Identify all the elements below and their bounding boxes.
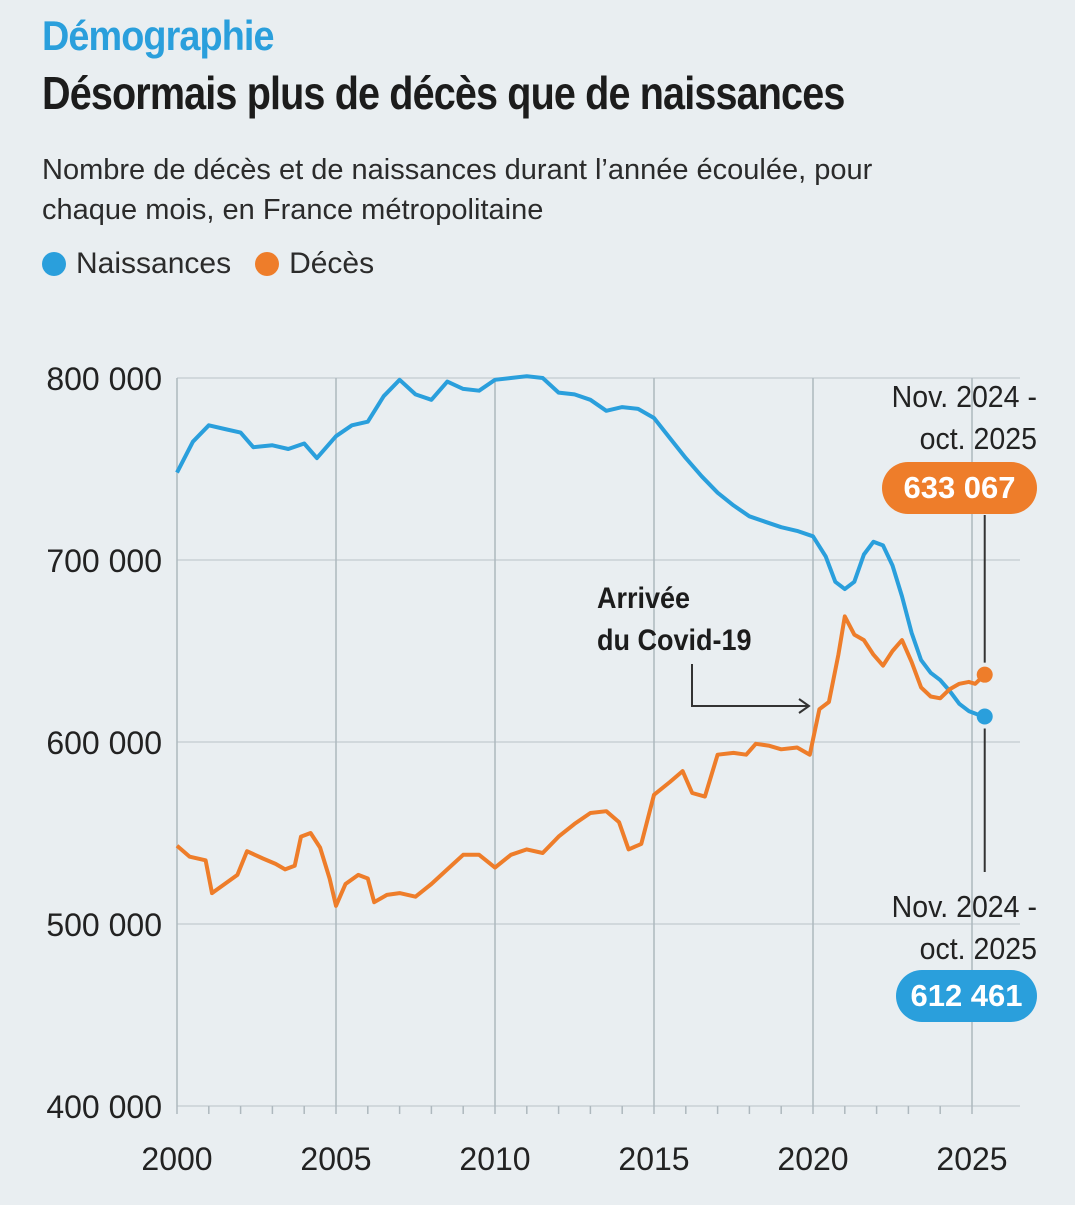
legend-dot-deces — [255, 252, 280, 276]
covid-annotation-arrow — [691, 664, 809, 707]
covid-annotation-arrowhead — [798, 698, 811, 714]
x-tick-label: 2020 — [777, 1141, 848, 1177]
covid-annotation: Arrivée du Covid-19 — [597, 578, 752, 662]
legend-dot-naissances — [42, 252, 66, 276]
legend-label-deces: Décès — [289, 247, 375, 280]
series-line-dcs — [175, 614, 987, 908]
x-tick-label: 2005 — [300, 1141, 371, 1177]
chart-title: Désormais plus de décès que de naissance… — [42, 67, 845, 119]
y-tick-label: 500 000 — [46, 907, 162, 943]
covid-annotation-line2: du Covid-19 — [597, 624, 752, 657]
legend-item-naissances: Naissances — [42, 247, 231, 281]
series-end-dot-naissances — [976, 708, 993, 725]
deaths-period-line2: oct. 2025 — [919, 421, 1037, 456]
births-period-line1: Nov. 2024 - — [891, 889, 1037, 924]
y-tick-label: 400 000 — [46, 1089, 162, 1125]
births-value-badge: 612 461 — [896, 970, 1037, 1022]
chart-subtitle: Nombre de décès et de naissances durant … — [42, 154, 873, 226]
x-tick-label: 2025 — [936, 1141, 1007, 1177]
legend-label-naissances: Naissances — [76, 247, 232, 280]
deaths-period-line1: Nov. 2024 - — [891, 379, 1037, 414]
x-tick-label: 2000 — [141, 1141, 212, 1177]
chart-legend: Naissances Décès — [42, 247, 398, 281]
series-end-dot-dcs — [976, 666, 993, 683]
legend-item-deces: Décès — [255, 247, 374, 281]
births-period-label: Nov. 2024 - oct. 2025 — [892, 886, 1037, 970]
y-tick-label: 600 000 — [46, 725, 162, 761]
deaths-period-label: Nov. 2024 - oct. 2025 — [892, 376, 1037, 460]
y-tick-label: 700 000 — [46, 543, 162, 579]
births-period-line2: oct. 2025 — [919, 931, 1037, 966]
x-tick-label: 2015 — [618, 1141, 689, 1177]
x-tick-label: 2010 — [459, 1141, 530, 1177]
deaths-value-badge: 633 067 — [882, 462, 1037, 514]
chart-kicker: Démographie — [42, 12, 275, 59]
y-tick-label: 800 000 — [46, 361, 162, 397]
covid-annotation-line1: Arrivée — [597, 582, 691, 615]
series-line-naissances — [175, 374, 986, 719]
